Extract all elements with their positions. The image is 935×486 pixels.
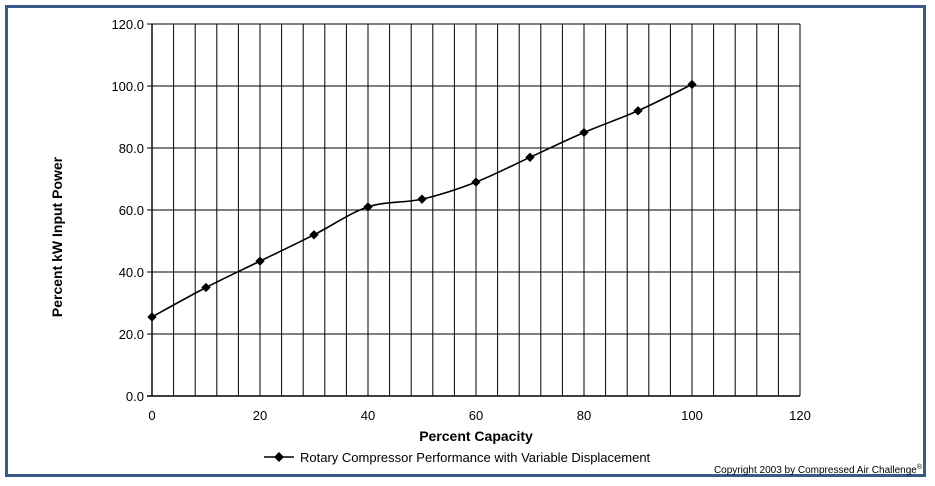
y-tick-label: 20.0	[119, 327, 144, 342]
y-tick-label: 120.0	[111, 17, 144, 32]
data-point	[147, 312, 157, 322]
data-point	[687, 79, 697, 90]
data-point	[417, 194, 427, 204]
series-layer	[147, 79, 697, 322]
y-tick-labels: 0.0 20.0 40.0 60.0 80.0 100.0 120.0	[111, 17, 144, 404]
copyright-text: Copyright 2003 by Compressed Air Challen…	[714, 463, 923, 476]
data-point	[579, 127, 589, 138]
data-point	[525, 152, 535, 162]
legend-marker	[274, 452, 284, 462]
y-tick-label: 60.0	[119, 203, 144, 218]
y-tick-label: 100.0	[111, 79, 144, 94]
x-tick-label: 0	[148, 408, 155, 423]
data-point	[201, 282, 211, 293]
x-tick-label: 40	[361, 408, 375, 423]
copyright-main: Copyright 2003 by Compressed Air Challen…	[714, 465, 917, 476]
chart-frame	[5, 5, 926, 477]
y-tick-label: 0.0	[126, 389, 144, 404]
x-axis-label: Percent Capacity	[419, 428, 533, 444]
legend-series-name: Rotary Compressor Performance with Varia…	[300, 450, 651, 465]
legend: Rotary Compressor Performance with Varia…	[264, 450, 651, 465]
data-point	[255, 256, 265, 266]
grid-lines	[147, 23, 801, 397]
data-point	[633, 106, 643, 116]
y-axis-label: Percent kW Input Power	[49, 156, 65, 317]
x-tick-label: 20	[253, 408, 267, 423]
copyright-mark: ®	[917, 463, 923, 471]
x-tick-label: 80	[577, 408, 591, 423]
x-tick-label: 120	[789, 408, 811, 423]
y-tick-label: 80.0	[119, 141, 144, 156]
data-point	[471, 177, 481, 187]
data-point	[309, 230, 319, 240]
x-tick-labels: 0 20 40 60 80 100 120	[148, 408, 810, 423]
x-tick-label: 60	[469, 408, 483, 423]
y-tick-label: 40.0	[119, 265, 144, 280]
x-tick-label: 100	[681, 408, 703, 423]
